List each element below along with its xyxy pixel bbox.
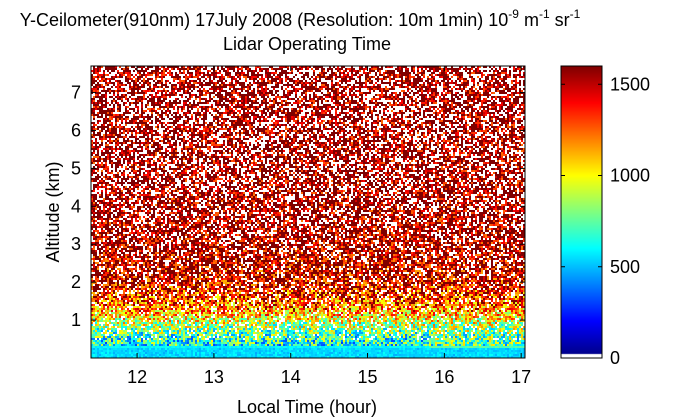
y-axis-ticks: 1 2 3 4 5 6 7 [71,83,525,330]
y-tick-label: 5 [71,158,81,178]
plot-frame [90,65,526,359]
colorbar-ticks: 0 500 1000 1500 [561,74,650,368]
y-tick-label: 3 [71,234,81,254]
y-tick-label: 4 [71,196,81,216]
x-tick-label: 12 [127,367,147,387]
y-tick-label: 6 [71,120,81,140]
y-tick-label: 7 [71,83,81,103]
chart-title-line2: Lidar Operating Time [223,34,391,54]
x-tick-label: 17 [511,367,531,387]
colorbar-tick-label: 1500 [610,74,650,94]
x-tick-label: 16 [434,367,454,387]
colorbar-frame [560,65,603,359]
colorbar-tick-label: 500 [610,257,640,277]
y-axis-label: Altitude (km) [43,161,63,262]
chart-title-line1: Y-Ceilometer(910nm) 17July 2008 (Resolut… [20,7,581,30]
colorbar-tick-label: 0 [610,348,620,368]
y-tick-label: 1 [71,310,81,330]
x-axis-ticks: 12 13 14 15 16 17 [127,66,531,387]
x-tick-label: 14 [281,367,301,387]
colorbar: 0 500 1000 1500 [560,65,650,368]
y-tick-label: 2 [71,272,81,292]
x-tick-label: 13 [204,367,224,387]
colorbar-tick-label: 1000 [610,166,650,186]
heatmap-image [91,66,525,358]
colorbar-gradient [561,66,602,358]
x-tick-label: 15 [358,367,378,387]
x-axis-label: Local Time (hour) [237,397,377,417]
